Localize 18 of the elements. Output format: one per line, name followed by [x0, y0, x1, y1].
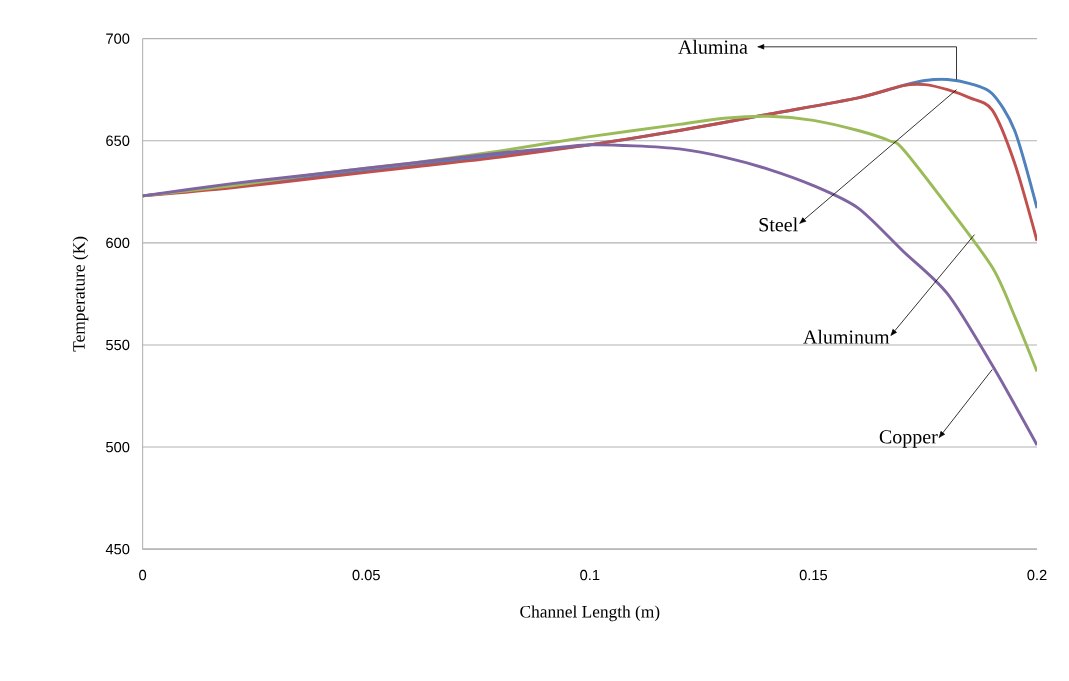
annotation: Steel [759, 217, 798, 232]
y-tick-label: 600 [106, 237, 130, 248]
y-axis-title: Temperature (K) [72, 236, 89, 352]
x-tick-label: 0.1 [580, 569, 600, 581]
x-tick-label: 0.15 [799, 569, 828, 581]
y-tick-label: 500 [106, 441, 130, 453]
y-tick-label: 700 [106, 33, 130, 44]
line-series [142, 143, 1038, 447]
annotation: Copper [879, 430, 938, 448]
y-tick-label: 650 [106, 135, 130, 146]
y-tick-label: 550 [106, 339, 130, 351]
x-tick-label: 0.2 [1027, 569, 1047, 581]
y-tick-label: 450 [105, 543, 130, 555]
annotation: Alumina [678, 39, 748, 54]
x-axis-title: Channel Length (m) [520, 605, 660, 622]
x-tick-label: 0 [139, 569, 147, 581]
annotation: Aluminum [803, 329, 890, 344]
x-tick-label: 0.05 [352, 569, 380, 581]
